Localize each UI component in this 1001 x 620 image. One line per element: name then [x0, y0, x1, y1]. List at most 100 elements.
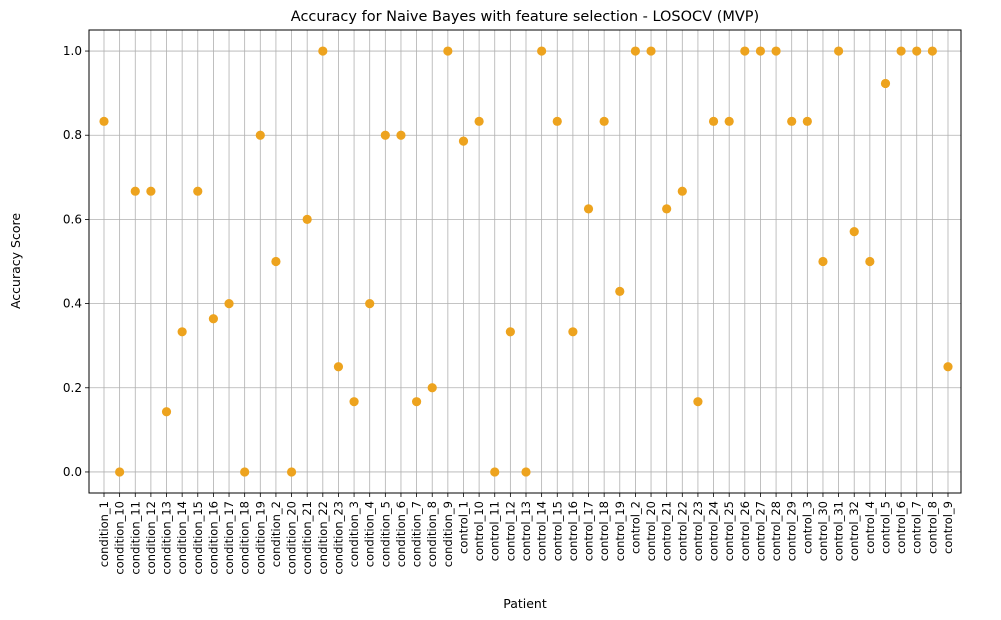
data-point — [521, 467, 531, 477]
x-tick-label: condition_4 — [363, 501, 377, 567]
data-point — [849, 227, 859, 237]
x-tick-label: condition_5 — [378, 501, 392, 567]
x-tick-label: control_1 — [456, 501, 470, 554]
x-tick-label: condition_11 — [128, 501, 142, 575]
x-tick-label: condition_2 — [269, 501, 283, 567]
x-tick-label: condition_9 — [441, 501, 455, 567]
data-point — [802, 116, 812, 126]
data-point — [333, 362, 344, 372]
x-tick-label: control_13 — [519, 501, 533, 561]
data-point — [583, 204, 594, 214]
data-point — [677, 186, 687, 196]
data-point — [490, 467, 500, 477]
data-point — [927, 46, 937, 56]
data-point — [193, 186, 203, 196]
data-point — [693, 397, 703, 407]
x-tick-label: control_22 — [675, 501, 689, 561]
data-point — [115, 467, 125, 477]
chart-title: Accuracy for Naive Bayes with feature se… — [291, 9, 759, 25]
x-tick-label: condition_14 — [175, 501, 189, 575]
data-point — [943, 362, 953, 372]
data-point — [474, 116, 484, 126]
x-tick-label: condition_21 — [300, 501, 314, 575]
y-tick-label: 0.6 — [63, 212, 82, 226]
data-points — [99, 46, 953, 477]
x-tick-label: control_27 — [753, 501, 767, 561]
x-tick-label: control_3 — [800, 501, 814, 554]
x-tick-label: control_14 — [535, 501, 549, 561]
x-tick-label: condition_18 — [238, 501, 252, 575]
x-tick-label: control_23 — [691, 501, 705, 561]
x-tick-label: condition_3 — [347, 501, 361, 567]
x-tick-label: condition_10 — [113, 501, 127, 575]
data-point — [646, 46, 656, 56]
data-point — [286, 467, 297, 477]
data-point — [302, 214, 312, 225]
data-point — [630, 46, 641, 56]
x-tick-label: control_2 — [628, 501, 642, 554]
data-point — [458, 136, 469, 146]
data-point — [708, 116, 719, 126]
x-tick-label: control_19 — [613, 501, 627, 561]
plot-frame — [88, 29, 962, 494]
x-tick-label: control_5 — [878, 501, 892, 554]
data-point — [365, 298, 375, 309]
data-point — [755, 46, 766, 56]
x-tick-label: condition_23 — [331, 501, 345, 575]
data-point — [349, 397, 359, 407]
x-axis-ticks: condition_1 condition_10 condition_11 condi… — [97, 493, 955, 575]
data-point — [787, 116, 797, 126]
y-tick-label: 1.0 — [63, 44, 82, 58]
x-axis-label: Patient — [503, 596, 547, 611]
x-tick-label: condition_20 — [285, 501, 299, 575]
x-tick-label: condition_22 — [316, 501, 330, 575]
y-tick-label: 0.2 — [63, 381, 82, 395]
x-tick-label: condition_15 — [191, 501, 205, 575]
x-tick-label: condition_12 — [144, 501, 158, 575]
data-point — [865, 256, 875, 267]
x-tick-label: control_29 — [785, 501, 799, 561]
x-tick-label: condition_1 — [97, 501, 111, 567]
data-point — [615, 286, 625, 296]
data-point — [380, 130, 390, 140]
data-point — [255, 130, 265, 140]
data-point — [411, 397, 422, 407]
x-tick-label: control_26 — [738, 501, 752, 561]
data-point — [552, 116, 562, 126]
x-tick-label: condition_7 — [410, 501, 424, 567]
x-tick-label: control_16 — [566, 501, 580, 561]
x-tick-label: control_28 — [769, 501, 783, 561]
data-point — [724, 116, 734, 126]
y-gridlines — [89, 50, 961, 473]
x-tick-label: control_12 — [503, 501, 517, 561]
y-axis-ticks: 0.0 0.2 0.4 0.6 0.8 1.0 — [63, 44, 89, 479]
data-point — [568, 327, 578, 337]
x-tick-label: control_17 — [582, 501, 596, 561]
data-point — [146, 186, 156, 196]
x-tick-label: control_9 — [941, 501, 955, 554]
data-point — [537, 46, 547, 56]
x-gridlines — [103, 30, 949, 493]
x-tick-label: control_25 — [722, 501, 736, 561]
data-point — [224, 298, 234, 309]
x-tick-label: condition_17 — [222, 501, 236, 575]
x-tick-label: control_31 — [832, 501, 846, 561]
data-point — [896, 46, 906, 56]
data-point — [505, 327, 515, 337]
data-point — [833, 46, 844, 56]
data-point — [177, 327, 187, 337]
x-tick-label: control_8 — [925, 501, 939, 554]
x-tick-label: condition_8 — [425, 501, 439, 567]
data-point — [880, 78, 891, 89]
x-tick-label: condition_13 — [160, 501, 174, 575]
data-point — [271, 256, 281, 267]
data-point — [99, 116, 109, 126]
data-point — [818, 256, 828, 267]
data-point — [208, 314, 219, 324]
y-tick-label: 0.0 — [63, 465, 82, 479]
data-point — [662, 204, 672, 214]
y-tick-label: 0.8 — [63, 128, 82, 142]
data-point — [130, 186, 140, 196]
data-point — [396, 130, 406, 140]
